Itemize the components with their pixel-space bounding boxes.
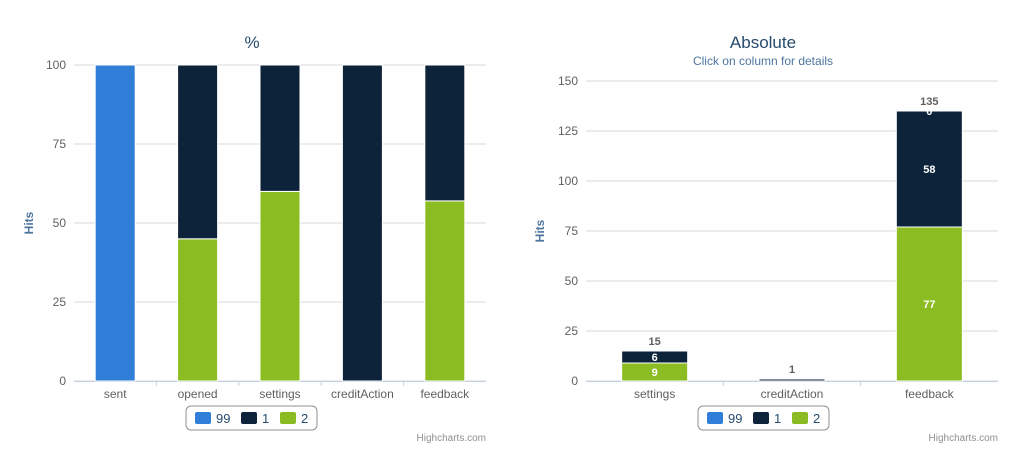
stack-total-label: 135 — [920, 96, 938, 108]
legend-item-1[interactable]: 1 — [753, 411, 781, 426]
legend-label-2: 2 — [813, 411, 820, 426]
bar-segment-1-feedback[interactable] — [424, 64, 466, 202]
y-tick-label: 25 — [565, 324, 579, 338]
y-tick-label: 150 — [558, 74, 578, 88]
y-tick-label: 100 — [46, 58, 66, 72]
legend-label-99: 99 — [728, 411, 742, 426]
chart-title: % — [244, 33, 259, 52]
stack-total-label: 1 — [789, 364, 795, 376]
x-tick-label: feedback — [420, 387, 470, 401]
y-tick-label: 0 — [571, 374, 578, 388]
segment-data-label: 9 — [652, 367, 658, 379]
x-tick-label: opened — [178, 387, 218, 401]
legend-swatch-1 — [241, 412, 257, 424]
segment-data-label: 58 — [923, 164, 935, 176]
x-tick-label: settings — [634, 387, 675, 401]
x-tick-label: sent — [104, 387, 127, 401]
legend-label-2: 2 — [301, 411, 308, 426]
legend-label-99: 99 — [216, 411, 230, 426]
credits-link[interactable]: Highcharts.com — [929, 433, 998, 444]
legend-item-2[interactable]: 2 — [792, 411, 820, 426]
segment-data-label: 0 — [926, 106, 932, 118]
bar-segment-2-feedback[interactable] — [895, 226, 963, 382]
bar-segment-1-opened[interactable] — [177, 64, 219, 240]
bar-segment-99-sent[interactable] — [94, 64, 136, 382]
legend-swatch-2 — [280, 412, 296, 424]
bar-segment-2-settings[interactable] — [259, 190, 301, 382]
bar-segment-2-opened[interactable] — [177, 238, 219, 382]
legend-label-1: 1 — [774, 411, 781, 426]
legend-item-2[interactable]: 2 — [280, 411, 308, 426]
y-tick-label: 75 — [565, 224, 579, 238]
absolute-chart: Absolute Click on column for details Hit… — [512, 0, 1024, 467]
y-tick-label: 125 — [558, 124, 578, 138]
y-tick-label: 75 — [53, 137, 67, 151]
legend-item-99[interactable]: 99 — [195, 411, 230, 426]
y-tick-label: 50 — [53, 216, 67, 230]
legend-swatch-2 — [792, 412, 808, 424]
bar-segment-1-creditAction[interactable] — [758, 378, 826, 382]
y-tick-label: 50 — [565, 274, 579, 288]
bar-segment-2-feedback[interactable] — [424, 200, 466, 382]
legend-swatch-99 — [707, 412, 723, 424]
x-tick-label: settings — [259, 387, 300, 401]
chart-title: Absolute — [730, 33, 796, 52]
legend-swatch-99 — [195, 412, 211, 424]
percent-chart-svg: % Hits sent opened settings creditAction fee… — [22, 33, 486, 444]
legend-item-99[interactable]: 99 — [707, 411, 742, 426]
segment-data-label: 77 — [923, 299, 935, 311]
bar-segment-1-feedback[interactable] — [895, 110, 963, 228]
x-tick-label: feedback — [905, 387, 955, 401]
absolute-chart-svg: Absolute Click on column for details Hit… — [533, 33, 998, 444]
x-tick-label: creditAction — [331, 387, 394, 401]
bar-segment-1-settings[interactable] — [259, 64, 301, 192]
y-tick-label: 100 — [558, 174, 578, 188]
legend: 99 1 2 — [697, 405, 830, 431]
legend-item-1[interactable]: 1 — [241, 411, 269, 426]
x-tick-label: creditAction — [761, 387, 824, 401]
segment-data-label: 6 — [652, 352, 658, 364]
legend: 99 1 2 — [185, 405, 318, 431]
y-axis-label: Hits — [533, 219, 547, 242]
y-tick-label: 25 — [53, 295, 67, 309]
credits-link[interactable]: Highcharts.com — [417, 433, 486, 444]
bar-segment-1-settings[interactable] — [621, 350, 689, 364]
y-tick-label: 0 — [59, 374, 66, 388]
legend-swatch-1 — [753, 412, 769, 424]
stack-total-label: 15 — [649, 336, 661, 348]
percent-chart: % Hits sent opened settings creditAction fee… — [0, 0, 512, 467]
chart-subtitle: Click on column for details — [693, 54, 833, 68]
bar-segment-1-creditAction[interactable] — [341, 64, 383, 382]
y-axis-label: Hits — [22, 211, 36, 234]
legend-label-1: 1 — [262, 411, 269, 426]
